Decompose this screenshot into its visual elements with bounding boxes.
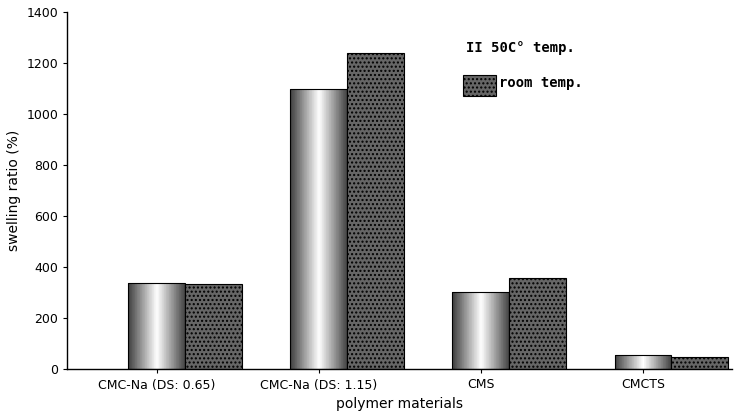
Bar	[509, 278, 566, 370]
Bar	[615, 355, 671, 370]
Text: room temp.: room temp.	[500, 76, 583, 90]
Text: II 50C° temp.: II 50C° temp.	[466, 41, 575, 54]
Bar	[185, 284, 242, 370]
X-axis label: polymer materials: polymer materials	[336, 397, 463, 411]
Bar	[128, 283, 185, 370]
Bar	[290, 89, 347, 370]
Bar	[347, 53, 403, 370]
FancyBboxPatch shape	[463, 74, 496, 96]
Bar	[452, 292, 509, 370]
Y-axis label: swelling ratio (%): swelling ratio (%)	[7, 130, 21, 251]
Bar	[671, 357, 728, 370]
